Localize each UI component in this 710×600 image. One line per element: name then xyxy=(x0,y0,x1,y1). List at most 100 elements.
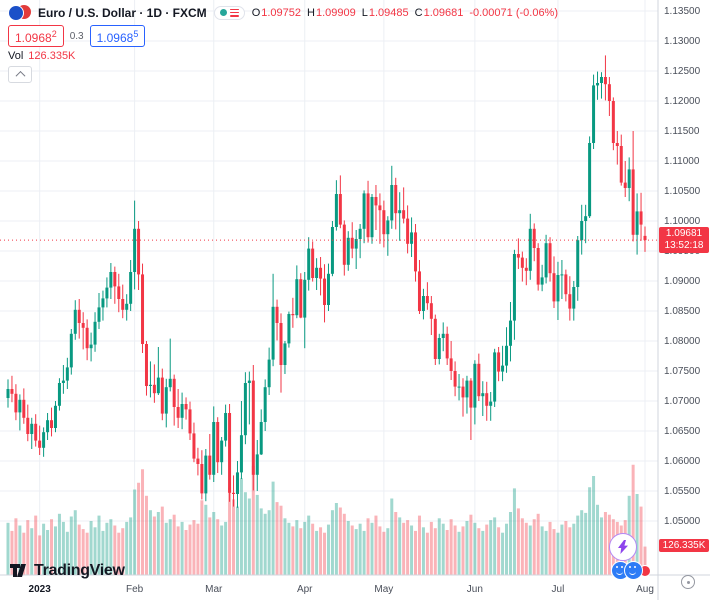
candle xyxy=(338,194,342,225)
bar-countdown: 13:52:18 xyxy=(664,240,704,252)
price-tick-label: 1.10000 xyxy=(664,216,701,227)
buy-button[interactable]: 1.09685 xyxy=(89,25,146,47)
time-tick-label: Jul xyxy=(552,584,565,595)
menu-lines-icon[interactable] xyxy=(229,8,239,17)
candle xyxy=(239,435,243,473)
eur-flag-icon xyxy=(8,5,24,21)
volume-bar xyxy=(121,528,125,575)
volume-bar xyxy=(382,531,386,575)
volume-bar xyxy=(576,515,580,575)
candle xyxy=(81,323,85,328)
candle xyxy=(402,210,406,219)
price-tick-label: 1.10500 xyxy=(664,186,701,197)
candle xyxy=(228,413,232,493)
price-tick-label: 1.07500 xyxy=(664,366,701,377)
volume-legend[interactable]: Vol 126.335K xyxy=(8,50,75,62)
candle xyxy=(180,404,184,418)
candle xyxy=(26,417,30,434)
symbol-title[interactable]: Euro / U.S. Dollar · 1D · FXCM xyxy=(38,5,207,20)
candle xyxy=(129,272,133,304)
volume-bar xyxy=(279,505,283,575)
time-tick-label: Apr xyxy=(297,584,313,595)
candle xyxy=(592,85,596,143)
volume-bar xyxy=(180,521,184,575)
candle xyxy=(346,237,350,265)
volume-bar xyxy=(22,532,26,575)
volume-bar xyxy=(133,489,137,575)
volume-bar xyxy=(461,526,465,575)
candle xyxy=(299,279,303,318)
volume-bar xyxy=(596,504,600,575)
candle xyxy=(639,211,643,225)
candle xyxy=(243,383,247,436)
lightning-icon xyxy=(618,540,628,554)
volume-bar xyxy=(65,531,69,575)
volume-bar xyxy=(89,521,93,575)
volume-bar xyxy=(603,512,607,575)
volume-bar xyxy=(572,523,576,575)
low-value: 1.09485 xyxy=(368,6,409,19)
indicator-dot-icon[interactable] xyxy=(219,9,227,16)
volume-bar xyxy=(14,518,18,575)
candle xyxy=(34,423,38,441)
volume-bar xyxy=(168,519,172,575)
volume-bar xyxy=(319,527,323,575)
candle xyxy=(141,274,145,344)
candle xyxy=(156,377,160,394)
candle xyxy=(497,352,501,372)
volume-bar xyxy=(137,482,141,575)
candle xyxy=(433,318,437,359)
collapse-legend-button[interactable] xyxy=(8,66,32,83)
candle xyxy=(370,197,374,238)
candle xyxy=(319,267,323,279)
volume-bar xyxy=(406,520,410,575)
reactions-button[interactable] xyxy=(611,561,651,580)
candle xyxy=(394,185,398,214)
candle xyxy=(532,228,536,248)
volume-bar xyxy=(342,513,346,575)
spread-value: 0.3 xyxy=(69,30,84,42)
candle xyxy=(342,224,346,265)
candle xyxy=(390,185,394,221)
candle xyxy=(137,228,141,275)
axis-settings-icon[interactable] xyxy=(681,575,695,589)
candle xyxy=(607,84,611,101)
volume-bar xyxy=(473,522,477,575)
volume-bar xyxy=(635,494,639,575)
header-toggle-buttons[interactable] xyxy=(213,5,245,20)
candle xyxy=(255,454,259,475)
candle xyxy=(489,401,493,406)
volume-bar xyxy=(417,515,421,575)
sell-button[interactable]: 1.09682 xyxy=(8,25,64,47)
volume-bar xyxy=(429,521,433,575)
volume-bar xyxy=(493,517,497,575)
candle xyxy=(354,239,358,249)
volume-bar xyxy=(414,530,418,575)
candle xyxy=(184,404,188,410)
volume-bar xyxy=(433,528,437,575)
tradingview-logo[interactable]: TradingView xyxy=(8,560,125,581)
volume-bar xyxy=(457,531,461,575)
volume-bar xyxy=(46,530,50,575)
volume-bar xyxy=(402,522,406,575)
candle xyxy=(516,254,520,258)
candle xyxy=(192,433,196,459)
candle xyxy=(544,243,548,278)
candle xyxy=(251,380,255,475)
last-price-axis-label[interactable]: 1.09681 13:52:18 xyxy=(659,227,709,254)
volume-bar xyxy=(216,519,220,575)
volume-bar xyxy=(243,492,247,575)
candle xyxy=(148,384,152,386)
candle xyxy=(65,367,69,381)
candle xyxy=(528,228,532,271)
volume-bar xyxy=(410,525,414,575)
volume-bar xyxy=(160,506,164,575)
boost-button[interactable] xyxy=(609,533,637,561)
candle xyxy=(53,405,57,428)
price-tick-label: 1.12500 xyxy=(664,66,701,77)
volume-bar xyxy=(275,502,279,575)
volume-bar xyxy=(77,524,81,575)
volume-bar xyxy=(592,476,596,575)
volume-bar xyxy=(299,528,303,575)
